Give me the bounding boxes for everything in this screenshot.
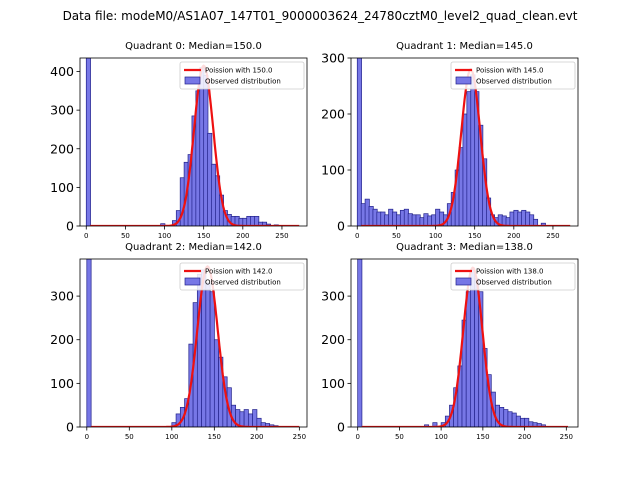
poisson-fit-line: [361, 67, 571, 226]
histogram-bar: [254, 215, 260, 226]
chart-panel-3: 0 50 100 150 200 250 0 100 200 300 Quadrant 3: Med…: [321, 242, 579, 441]
y-tick-label: 0: [337, 219, 345, 234]
x-tick-label: 250: [275, 232, 288, 240]
x-tick-label: 150: [197, 232, 210, 240]
subplot-title: Quadrant 0: Median=150.0: [125, 41, 262, 52]
legend-bar-label: Observed distribution: [476, 78, 552, 86]
x-tick-label: 50: [392, 232, 401, 240]
x-tick-label: 0: [84, 232, 88, 240]
x-tick-label: 200: [250, 433, 263, 441]
x-tick-label: 150: [476, 433, 489, 441]
histogram-bar: [239, 411, 245, 427]
chart-panel-2: 0 50 100 150 200 250 0 100 200 300 Quadrant 2: Med…: [50, 242, 308, 441]
x-tick-label: 250: [293, 433, 306, 441]
histogram-bar: [474, 278, 480, 427]
legend-bar-swatch: [184, 277, 201, 286]
histogram-bar: [205, 282, 211, 427]
legend-bar-label: Observed distribution: [476, 279, 552, 287]
legend-bar-swatch: [455, 277, 472, 286]
x-tick-label: 0: [355, 232, 359, 240]
legend-fit-label: Poission with 138.0: [476, 268, 544, 276]
y-tick-label: 200: [50, 141, 74, 156]
y-tick-label: 100: [50, 376, 74, 391]
y-tick-label: 300: [50, 289, 74, 304]
x-tick-label: 150: [208, 433, 221, 441]
legend-bar-label: Observed distribution: [205, 78, 281, 86]
plot-frame: [79, 57, 308, 227]
legend-fit-label: Poission with 145.0: [476, 67, 544, 75]
chart-panel-1: 0 50 100 150 200 250 0 100 200 300 Quadrant 1: Med…: [321, 41, 579, 240]
histogram-bar: [515, 415, 521, 427]
x-tick-label: 150: [468, 232, 481, 240]
subplot-title: Quadrant 2: Median=142.0: [125, 242, 262, 253]
subplot-title: Quadrant 3: Median=138.0: [396, 242, 533, 253]
histogram-bar: [465, 291, 471, 427]
histogram-bar: [503, 409, 509, 427]
x-tick-label: 100: [429, 232, 442, 240]
y-tick-label: 200: [321, 332, 345, 347]
y-tick-label: 100: [321, 163, 345, 178]
x-tick-label: 200: [507, 232, 520, 240]
y-tick-label: 0: [66, 420, 74, 435]
plot-frame: [350, 57, 579, 227]
x-tick-label: 100: [434, 433, 447, 441]
y-tick-label: 400: [50, 64, 74, 79]
legend-fit-label: Poission with 142.0: [205, 268, 273, 276]
x-tick-label: 50: [125, 433, 134, 441]
plot-frame: [79, 258, 308, 428]
histogram-bar: [511, 412, 517, 427]
subplot-title: Quadrant 1: Median=145.0: [396, 41, 533, 52]
y-tick-label: 0: [337, 420, 345, 435]
y-tick-label: 200: [321, 107, 345, 122]
x-tick-label: 250: [560, 433, 573, 441]
figure-title: Data file: modeM0/AS1A07_147T01_90000036…: [63, 9, 578, 23]
histogram-bar: [213, 339, 220, 427]
histogram-bar: [85, 58, 91, 226]
legend-box: [450, 262, 576, 291]
y-tick-label: 0: [66, 219, 74, 234]
poisson-fit-line: [90, 64, 300, 226]
x-tick-label: 250: [546, 232, 559, 240]
histogram-bar: [507, 411, 513, 427]
y-tick-label: 200: [50, 332, 74, 347]
histogram-bar: [469, 269, 475, 427]
x-tick-label: 100: [165, 433, 178, 441]
histogram-bar: [256, 417, 262, 427]
histogram-bar: [520, 417, 526, 427]
histogram-bar: [252, 409, 258, 427]
histogram-bar: [86, 259, 92, 427]
x-tick-label: 0: [85, 433, 89, 441]
x-tick-label: 200: [236, 232, 249, 240]
legend-box: [179, 61, 305, 90]
histogram-bar: [243, 409, 249, 427]
plot-frame: [350, 258, 579, 428]
legend-bar-label: Observed distribution: [205, 279, 281, 287]
y-tick-label: 100: [50, 180, 74, 195]
legend-bar-swatch: [455, 76, 472, 85]
histogram-bars: [356, 58, 546, 226]
legend-box: [179, 262, 305, 291]
x-tick-label: 200: [518, 433, 531, 441]
legend-bar-swatch: [184, 76, 201, 85]
histogram-bar: [209, 291, 215, 427]
y-tick-label: 300: [321, 289, 345, 304]
poisson-fit-line: [361, 266, 568, 427]
x-tick-label: 50: [121, 232, 130, 240]
histogram-bar: [357, 259, 363, 427]
y-tick-label: 300: [321, 51, 345, 66]
x-tick-label: 50: [395, 433, 404, 441]
y-tick-label: 100: [321, 376, 345, 391]
x-tick-label: 100: [158, 232, 171, 240]
poisson-fit-line: [91, 265, 300, 427]
histogram-bar: [247, 413, 254, 427]
chart-panel-0: 0 50 100 150 200 250 0 100 200 300 400 Quadrant 0: …: [50, 41, 308, 240]
histogram-bar: [356, 58, 362, 226]
legend-box: [450, 61, 576, 90]
x-tick-label: 0: [355, 433, 359, 441]
histogram-bar: [524, 417, 530, 427]
y-tick-label: 300: [50, 103, 74, 118]
legend-fit-label: Poission with 150.0: [205, 67, 273, 75]
